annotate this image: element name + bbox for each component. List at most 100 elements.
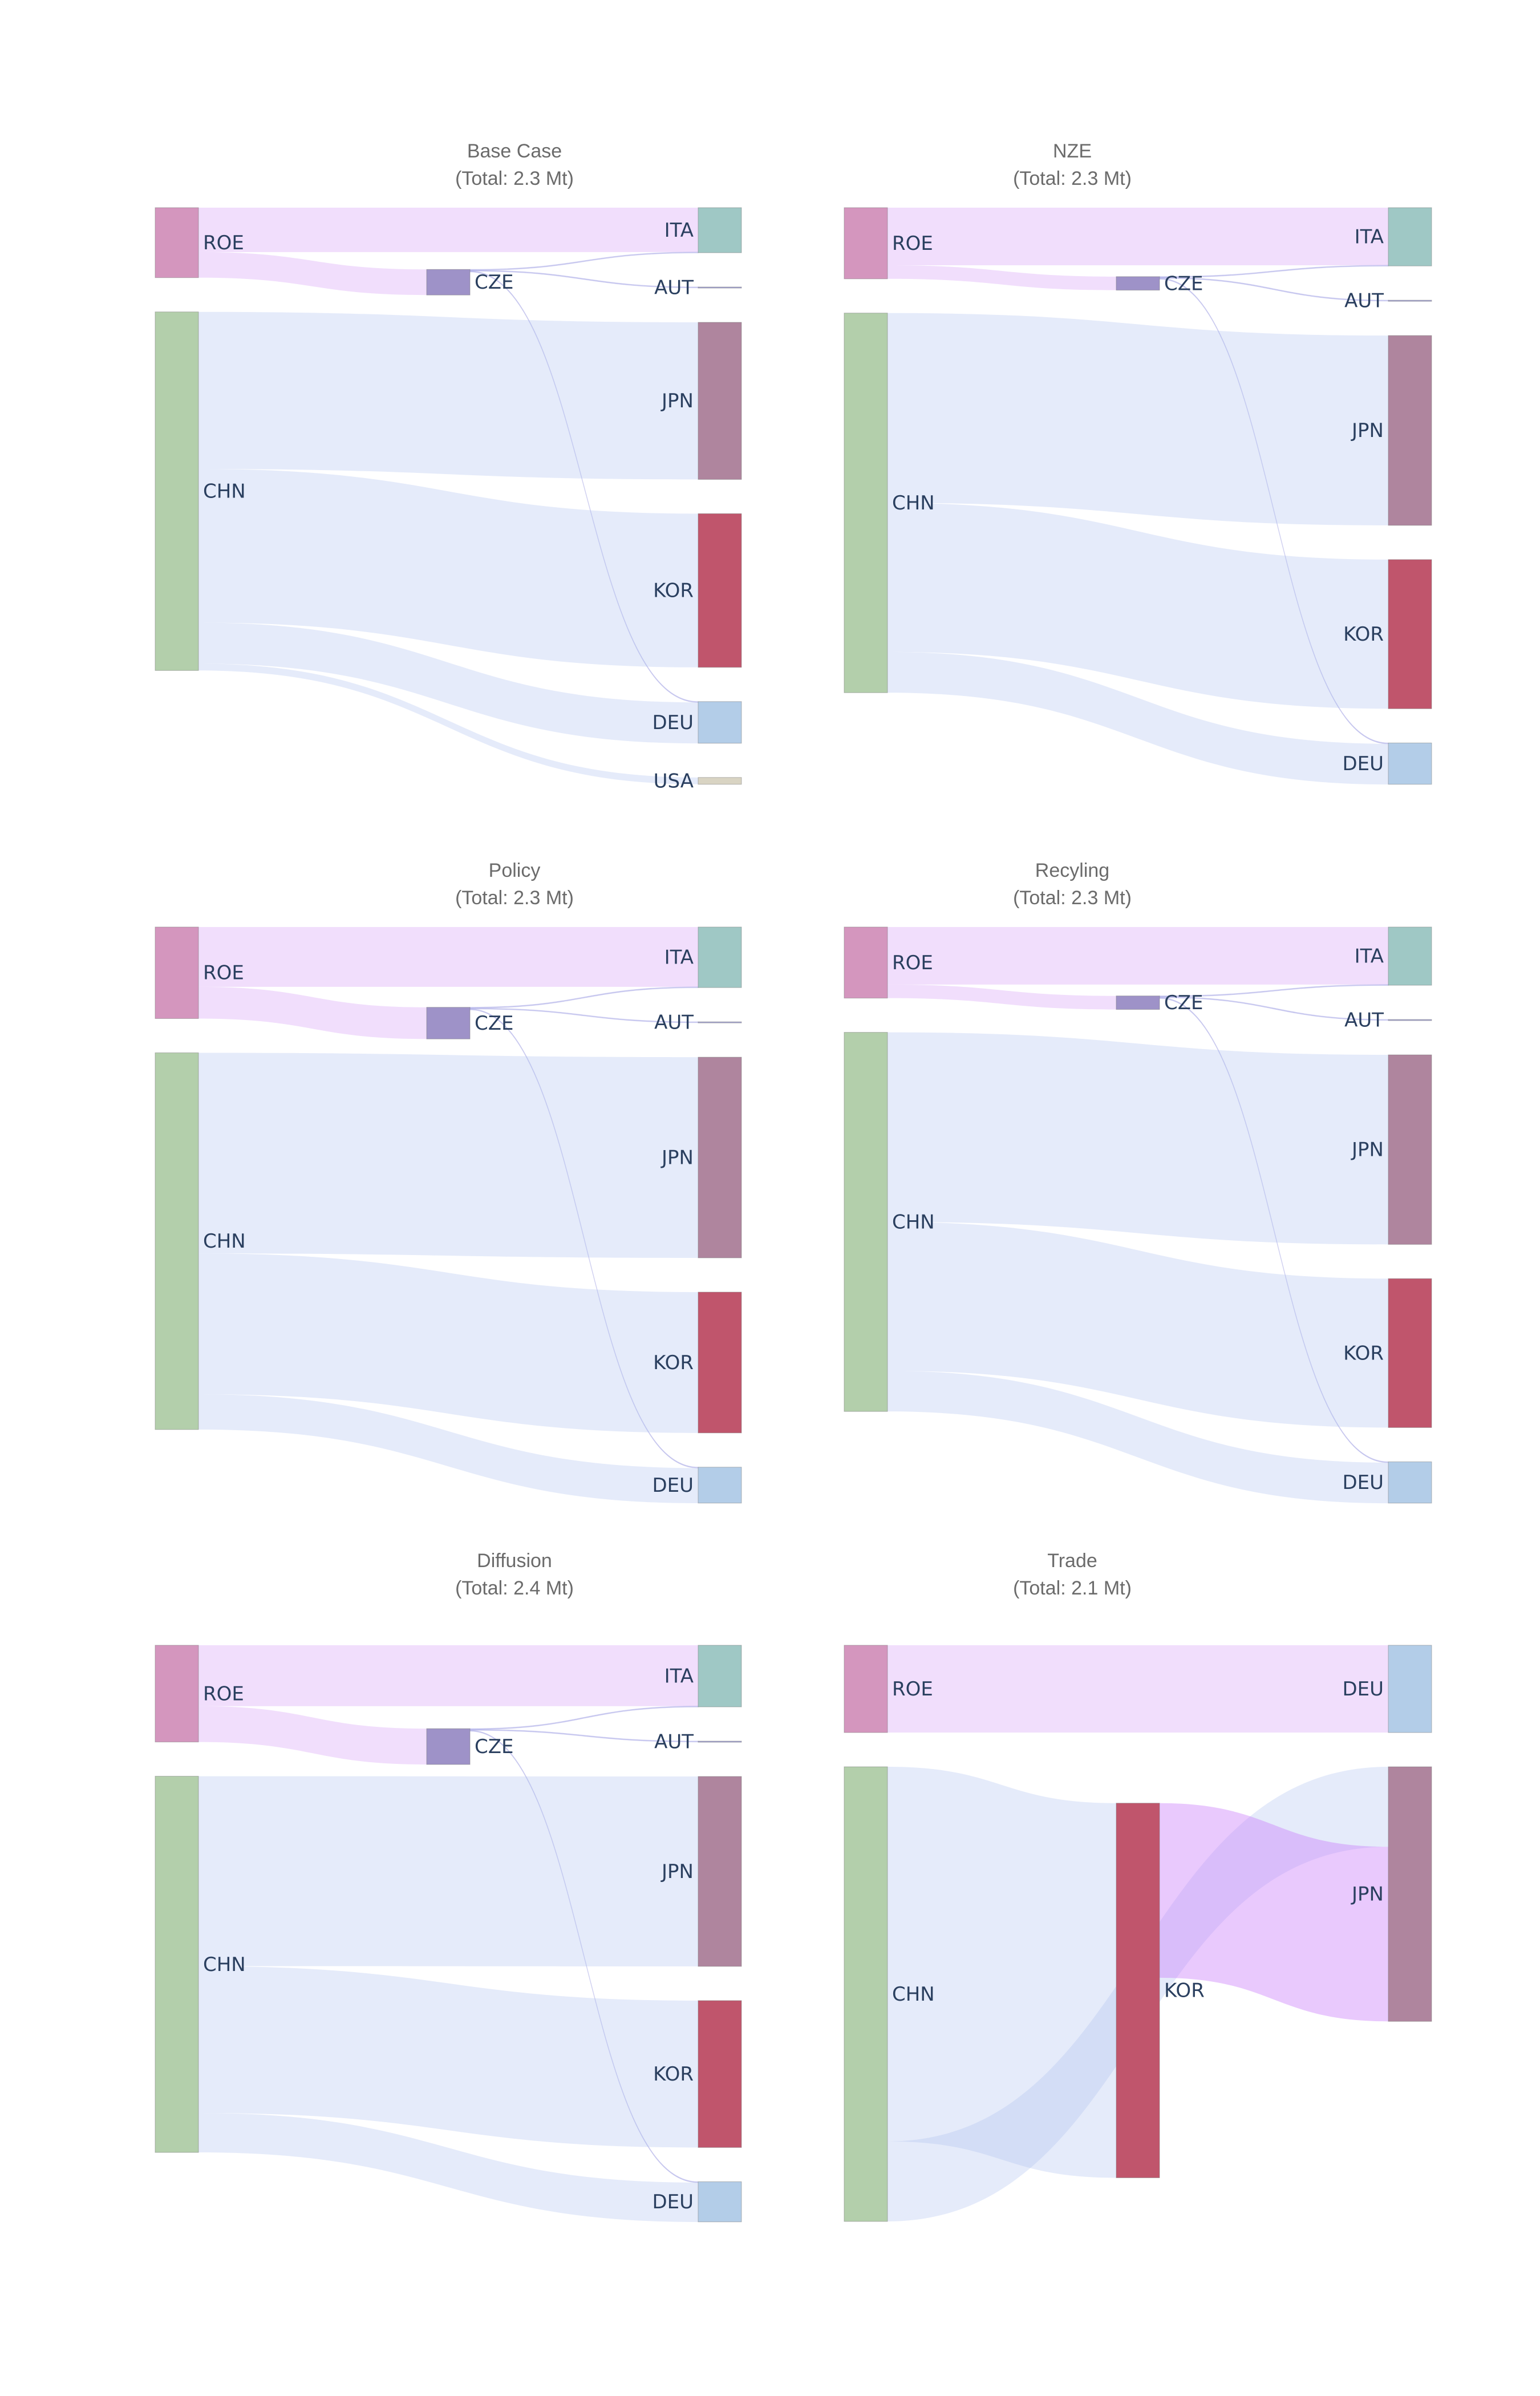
chart-subtitle: (Total: 2.3 Mt) xyxy=(1013,168,1132,189)
node-jpn xyxy=(1388,335,1432,526)
flow-link-chn-deu xyxy=(198,2112,698,2222)
node-ita xyxy=(698,1645,742,1707)
flow-link-roe-cze xyxy=(887,265,1116,290)
chart-title: Recyling xyxy=(1035,860,1109,881)
chart-subtitle: (Total: 2.3 Mt) xyxy=(455,887,574,909)
node-label: CZE xyxy=(1164,272,1203,295)
flow-link-roe-ita xyxy=(887,208,1388,266)
chart-subtitle: (Total: 2.3 Mt) xyxy=(455,168,574,189)
chart-title: Trade xyxy=(1047,1550,1097,1572)
flow-link-chn-kor xyxy=(198,1253,698,1433)
node-chn xyxy=(844,313,888,693)
node-deu xyxy=(1388,742,1432,785)
flow-link-roe-ita xyxy=(887,927,1388,985)
node-label: AUT xyxy=(1344,290,1384,313)
node-label: KOR xyxy=(1164,1980,1205,2002)
node-label: CHN xyxy=(203,480,246,503)
node-label: ITA xyxy=(1355,226,1384,249)
chart-title: Policy xyxy=(489,860,541,881)
flow-link-kor-jpn xyxy=(1160,1803,1388,2022)
node-usa xyxy=(698,777,742,785)
node-ita xyxy=(698,926,742,988)
node-roe xyxy=(844,926,888,999)
node-label: KOR xyxy=(1343,1342,1384,1365)
node-label: KOR xyxy=(653,2063,694,2086)
flow-link-roe-ita xyxy=(198,208,698,252)
sankey-links xyxy=(198,1645,699,2222)
node-aut xyxy=(1388,300,1432,302)
node-jpn xyxy=(698,1776,742,1967)
node-kor xyxy=(698,2000,742,2148)
flow-link-chn-kor xyxy=(887,1767,1116,2178)
node-chn xyxy=(155,1052,199,1430)
node-label: CZE xyxy=(475,271,514,294)
node-ita xyxy=(698,207,742,253)
node-aut xyxy=(698,1741,742,1743)
node-label: JPN xyxy=(660,1860,694,1883)
node-cze xyxy=(426,1007,471,1039)
sankey-panel: NZE (Total: 2.3 Mt) ROE CHN CZE ITA AUT JPN KOR D… xyxy=(844,140,1432,785)
flow-link-chn-usa xyxy=(198,663,698,784)
flow-link-chn-jpn xyxy=(887,1032,1388,1245)
sankey-links xyxy=(887,927,1389,1504)
node-label: KOR xyxy=(653,1351,694,1374)
node-label: CZE xyxy=(1164,991,1203,1014)
node-label: ITA xyxy=(1355,945,1384,968)
node-label: ROE xyxy=(203,1682,244,1705)
node-label: ROE xyxy=(892,952,933,974)
node-chn xyxy=(155,1776,199,2153)
node-label: CHN xyxy=(892,1211,935,1233)
node-label: KOR xyxy=(653,580,694,602)
node-deu xyxy=(698,1467,742,1504)
node-kor xyxy=(1388,1278,1432,1428)
node-jpn xyxy=(698,1057,742,1258)
flow-link-roe-cze xyxy=(198,986,427,1039)
node-aut xyxy=(698,286,742,289)
node-aut xyxy=(698,1021,742,1023)
flow-link-chn-kor xyxy=(887,503,1388,709)
node-aut xyxy=(1388,1019,1432,1021)
node-label: DEU xyxy=(652,2191,694,2213)
node-label: DEU xyxy=(1342,1471,1384,1494)
flow-link-roe-cze xyxy=(198,1706,427,1764)
node-jpn xyxy=(1388,1766,1432,2022)
flow-link-cze-ita xyxy=(469,986,699,1009)
node-label: JPN xyxy=(660,390,694,412)
sankey-panel: Recyling (Total: 2.3 Mt) ROE CHN CZE ITA AUT JP… xyxy=(844,860,1432,1504)
sankey-links xyxy=(198,208,699,784)
node-roe xyxy=(844,1645,888,1733)
flow-link-chn-kor xyxy=(198,1966,698,2148)
chart-title: Base Case xyxy=(467,140,562,162)
node-deu xyxy=(1388,1645,1432,1733)
flow-link-chn-jpn xyxy=(887,313,1388,525)
node-kor xyxy=(698,513,742,668)
node-deu xyxy=(1388,1461,1432,1504)
chart-subtitle: (Total: 2.1 Mt) xyxy=(1013,1577,1132,1599)
node-cze xyxy=(1116,995,1160,1010)
flow-link-chn-jpn xyxy=(198,1776,698,1966)
node-label: CHN xyxy=(203,1230,246,1253)
node-label: CZE xyxy=(475,1012,514,1035)
chart-subtitle: (Total: 2.3 Mt) xyxy=(1013,887,1132,909)
flow-link-chn-jpn xyxy=(198,1053,698,1258)
sankey-links xyxy=(887,1645,1388,2221)
chart-subtitle: (Total: 2.4 Mt) xyxy=(455,1577,574,1599)
node-jpn xyxy=(1388,1054,1432,1245)
node-label: USA xyxy=(654,770,694,792)
sankey-links xyxy=(198,927,699,1504)
node-ita xyxy=(1388,926,1432,986)
flow-link-cze-ita xyxy=(469,1706,699,1730)
node-roe xyxy=(844,207,888,280)
node-label: DEU xyxy=(652,711,694,734)
node-deu xyxy=(698,2181,742,2223)
node-label: ROE xyxy=(203,962,244,985)
node-label: AUT xyxy=(1344,1009,1384,1032)
flow-link-chn-deu xyxy=(887,1370,1388,1504)
node-label: JPN xyxy=(660,1147,694,1169)
node-label: AUT xyxy=(654,277,694,300)
flow-link-chn-deu xyxy=(198,1394,698,1504)
node-label: ITA xyxy=(664,1665,694,1688)
flow-link-roe-ita xyxy=(198,1645,698,1706)
node-label: AUT xyxy=(654,1011,694,1034)
node-cze xyxy=(1116,276,1160,291)
